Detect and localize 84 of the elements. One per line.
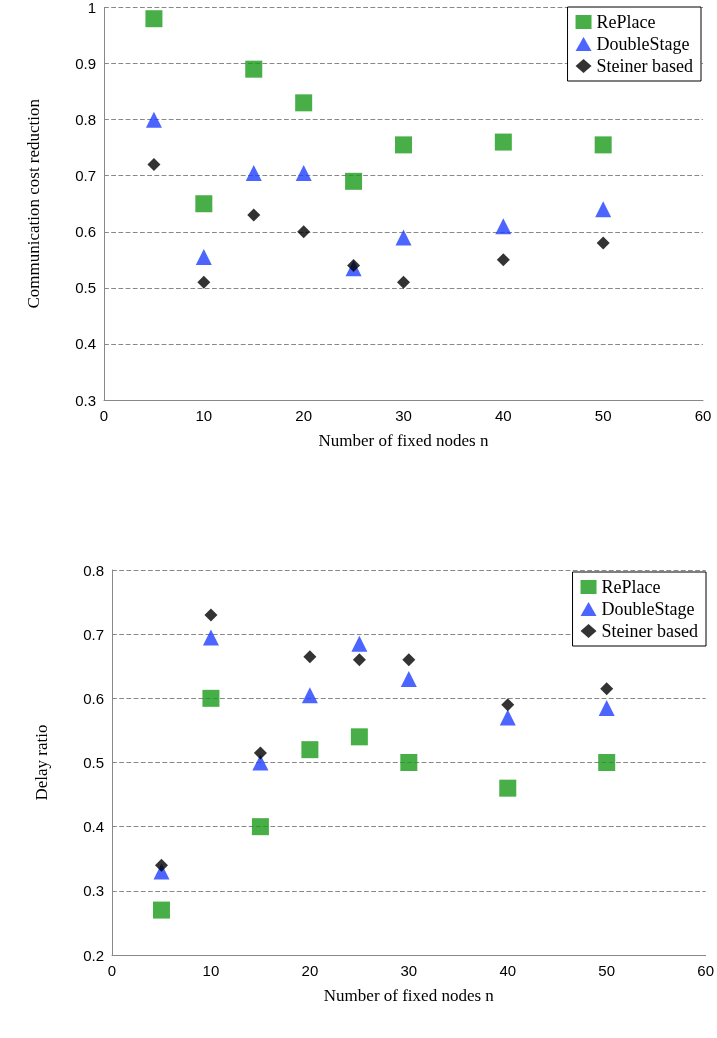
x-axis-title: Number of fixed nodes n <box>323 986 495 1005</box>
point <box>400 754 418 771</box>
point <box>295 164 312 181</box>
y-tick-label: 0.7 <box>75 167 96 185</box>
point <box>295 94 313 112</box>
point <box>152 901 170 919</box>
x-tick-label: 0 <box>107 962 117 979</box>
point <box>501 698 515 712</box>
y-tick-label: 0.7 <box>83 625 104 643</box>
y-tick-label: 0.9 <box>75 55 96 73</box>
y-tick-label: 0.4 <box>83 818 104 836</box>
legend-label: DoubleStage <box>596 34 690 54</box>
legend-label: Steiner based <box>596 56 693 76</box>
point <box>499 779 517 797</box>
x-tick-label: 20 <box>295 407 313 424</box>
y-tick-label: 0.8 <box>83 561 104 579</box>
point <box>245 60 263 78</box>
x-tick-label: 40 <box>494 407 512 424</box>
point <box>145 111 162 128</box>
y-tick-label: 0.3 <box>75 391 96 409</box>
point <box>247 208 261 222</box>
point <box>596 236 610 250</box>
point <box>495 218 512 235</box>
y-tick-label: 0.4 <box>75 335 96 353</box>
point <box>598 754 616 771</box>
point <box>202 689 220 707</box>
point <box>251 818 269 836</box>
y-tick-label: 0.8 <box>75 111 96 129</box>
point <box>303 650 317 664</box>
point <box>147 158 161 171</box>
x-tick-label: 10 <box>195 407 213 424</box>
point <box>499 709 516 726</box>
point <box>145 10 163 28</box>
point <box>297 225 311 239</box>
point <box>197 275 211 289</box>
y-tick-label: 0.2 <box>83 946 104 964</box>
y-tick-label: 0.3 <box>83 882 104 900</box>
point <box>594 136 612 154</box>
y-axis-title: Delay ratio <box>32 724 51 801</box>
x-tick-label: 0 <box>99 407 109 424</box>
point <box>351 635 368 652</box>
x-tick-label: 40 <box>499 962 517 979</box>
point <box>496 253 510 267</box>
y-axis-title: Communication cost reduction <box>24 98 43 309</box>
point <box>402 653 416 667</box>
point <box>397 275 410 289</box>
x-axis-title: Number of fixed nodes n <box>318 431 489 450</box>
point <box>204 608 218 622</box>
point <box>195 249 212 266</box>
legend-label: RePlace <box>601 577 661 597</box>
point <box>253 746 267 760</box>
y-tick-label: 0.5 <box>75 279 96 297</box>
legend-label: Steiner based <box>601 621 698 641</box>
legend-label: DoubleStage <box>601 599 695 619</box>
y-tick-label: 0.5 <box>83 754 104 771</box>
x-tick-label: 30 <box>400 962 418 979</box>
point <box>400 671 417 688</box>
x-tick-label: 50 <box>594 407 612 424</box>
point <box>395 229 412 246</box>
point <box>598 699 615 716</box>
x-tick-label: 50 <box>598 962 616 979</box>
point <box>352 653 366 667</box>
point <box>154 858 168 872</box>
x-tick-label: 60 <box>697 962 714 979</box>
legend-label: RePlace <box>596 12 656 32</box>
y-tick-label: 0.6 <box>83 689 104 707</box>
point <box>347 258 361 272</box>
point <box>345 172 363 190</box>
point <box>350 728 368 746</box>
point <box>595 201 612 218</box>
point <box>600 682 614 696</box>
point <box>202 629 219 646</box>
y-tick-label: 0.6 <box>75 223 96 241</box>
point <box>195 195 213 213</box>
x-tick-label: 60 <box>694 407 712 424</box>
y-tick-label: 1 <box>87 0 96 16</box>
point <box>301 687 318 704</box>
point <box>245 164 262 181</box>
point <box>395 136 412 154</box>
point <box>301 741 319 759</box>
x-tick-label: 10 <box>202 962 220 979</box>
x-tick-label: 20 <box>301 962 319 979</box>
x-tick-label: 30 <box>395 407 412 424</box>
point <box>494 133 512 151</box>
